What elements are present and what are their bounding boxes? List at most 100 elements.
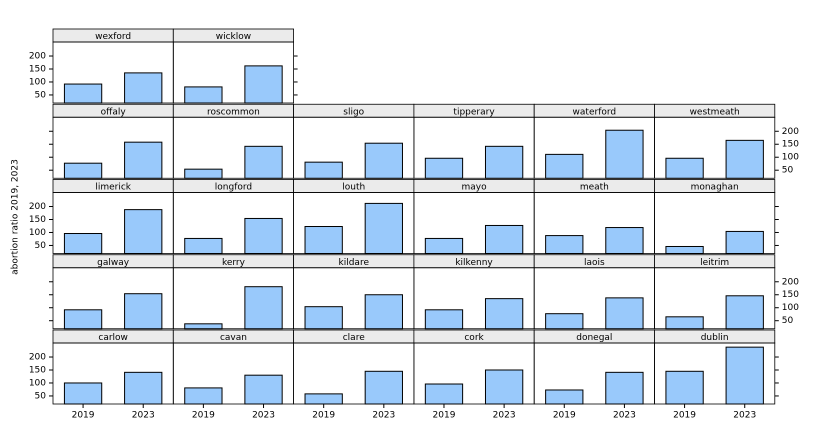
bar [184, 237, 223, 255]
y-tick-label: 150 [29, 215, 46, 225]
x-tick-label: 2023 [252, 411, 275, 421]
y-tick-label: 200 [782, 277, 799, 287]
bar [665, 245, 704, 254]
bar [304, 306, 343, 330]
y-tick-label: 150 [782, 290, 799, 300]
strip-label: monaghan [691, 183, 739, 193]
x-tick-label: 2019 [312, 411, 335, 421]
bar [124, 371, 163, 405]
bar [244, 286, 283, 330]
strip-label: carlow [98, 333, 128, 343]
panel [172, 41, 295, 104]
x-tick-label: 2023 [613, 411, 636, 421]
bar [424, 383, 464, 405]
x-tick-label: 2023 [493, 411, 516, 421]
bar [124, 209, 163, 254]
y-tick-label: 150 [782, 140, 799, 150]
x-tick-label: 2019 [553, 411, 576, 421]
strip-label: waterford [573, 107, 617, 117]
y-tick-label: 200 [29, 353, 46, 363]
y-tick-label: 50 [782, 316, 794, 326]
bar [244, 374, 283, 405]
strip-label: louth [342, 183, 365, 193]
strip-label: cavan [220, 333, 247, 343]
strip-label: donegal [576, 333, 612, 343]
bar [184, 387, 223, 405]
y-axis-label: abortion ratio 2019, 2023 [11, 159, 21, 275]
bar [424, 237, 464, 255]
bar [424, 157, 464, 179]
strip-label: kerry [222, 258, 246, 268]
bar [63, 162, 103, 179]
panel [654, 342, 776, 405]
strip-label: meath [580, 183, 609, 193]
bar [63, 83, 103, 104]
strip-label: wexford [95, 32, 131, 42]
y-tick-label: 100 [782, 153, 799, 163]
panel [654, 192, 776, 254]
bar [545, 313, 584, 330]
bar [304, 226, 343, 255]
bar [725, 295, 764, 330]
strip-label: laois [584, 258, 605, 268]
y-tick-label: 200 [29, 202, 46, 212]
y-tick-label: 50 [35, 241, 47, 251]
bar [124, 141, 163, 179]
y-tick-label: 150 [29, 64, 46, 74]
strip-label: longford [215, 183, 252, 193]
y-tick-label: 50 [35, 90, 47, 100]
strip-label: kilkenny [455, 258, 493, 268]
bar [605, 227, 644, 255]
strip-label: tipperary [453, 107, 495, 117]
strip-label: mayo [461, 183, 487, 193]
bar [244, 217, 283, 254]
bar [184, 323, 223, 330]
bar [63, 309, 103, 330]
bar [484, 224, 524, 254]
panel [654, 267, 776, 330]
strip-label: roscommon [207, 107, 260, 117]
strip-label: galway [97, 258, 130, 268]
x-tick-label: 2019 [72, 411, 95, 421]
bar [665, 316, 704, 330]
bar [304, 161, 343, 179]
bar [364, 294, 403, 330]
strip-label: limerick [95, 183, 131, 193]
strip-label: westmeath [690, 107, 740, 117]
y-tick-label: 50 [35, 391, 47, 401]
strip-label: sligo [343, 107, 364, 117]
x-tick-label: 2023 [132, 411, 155, 421]
bar [545, 235, 584, 254]
bar [184, 86, 223, 104]
bar [304, 393, 343, 405]
bar [725, 230, 764, 255]
bar [184, 168, 223, 179]
bar [364, 142, 403, 179]
bar [124, 293, 163, 330]
x-tick-label: 2019 [192, 411, 215, 421]
bar [484, 298, 524, 330]
strip-label: clare [343, 333, 365, 343]
y-tick-label: 200 [29, 52, 46, 62]
strip-label: leitrim [700, 258, 729, 268]
strip-label: kildare [339, 258, 370, 268]
bar [605, 371, 644, 405]
strip-label: dublin [701, 333, 729, 343]
bar [63, 382, 103, 405]
strip-label: cork [464, 333, 484, 343]
bar [725, 139, 764, 179]
bar [725, 346, 764, 405]
panel [654, 116, 776, 179]
x-tick-label: 2019 [673, 411, 696, 421]
bar [484, 369, 524, 405]
bar [244, 65, 283, 104]
bar [364, 202, 403, 255]
x-tick-label: 2019 [433, 411, 456, 421]
y-tick-label: 100 [29, 228, 46, 238]
bar [545, 389, 584, 405]
bar [63, 233, 103, 255]
y-tick-label: 150 [29, 365, 46, 375]
bar [124, 72, 163, 104]
bar [665, 157, 704, 179]
